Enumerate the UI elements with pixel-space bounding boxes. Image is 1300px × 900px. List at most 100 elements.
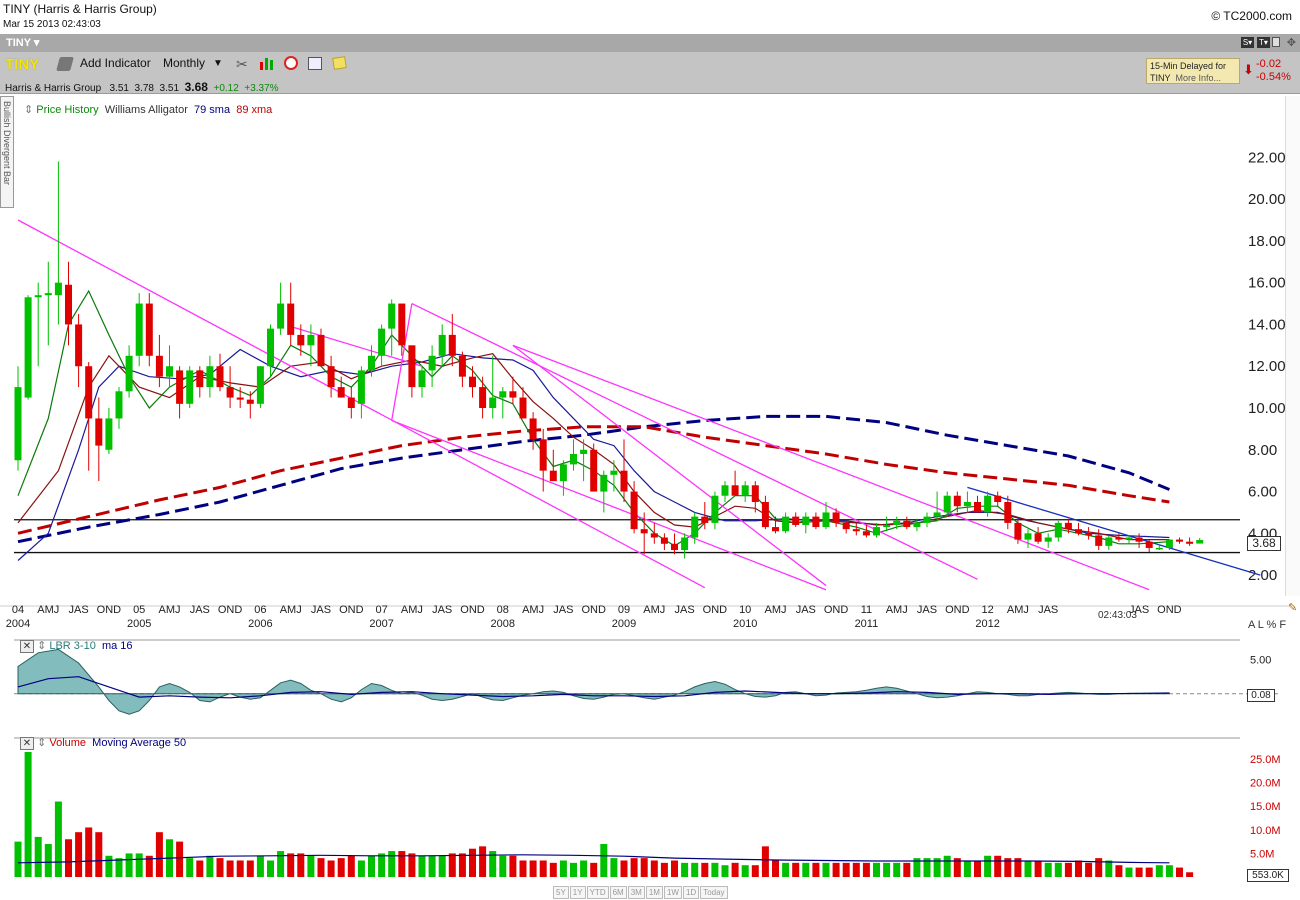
- candle: [943, 491, 951, 517]
- note-icon[interactable]: [332, 56, 347, 70]
- candle-body: [660, 537, 668, 544]
- symbol-tab[interactable]: TINY ▾: [6, 37, 40, 49]
- right-scroll-strip[interactable]: [1285, 96, 1300, 596]
- quote-low: 3.51: [159, 83, 180, 94]
- volume-bar: [529, 860, 537, 877]
- pencil-icon[interactable]: ✎: [1288, 602, 1298, 614]
- candle-body: [802, 516, 810, 525]
- candle: [862, 524, 870, 538]
- candle-body: [327, 366, 335, 388]
- bar-chart-icon[interactable]: [259, 57, 275, 70]
- candle: [681, 533, 689, 559]
- candle-body: [549, 470, 557, 482]
- tools-icon[interactable]: ✂: [236, 56, 248, 72]
- trendline-6: [512, 344, 1150, 591]
- volume-ma50-line: [17, 854, 1170, 864]
- lbr-label[interactable]: LBR 3-10: [49, 640, 96, 652]
- delay-notice[interactable]: 15-Min Delayed for TINY More Info...: [1146, 58, 1240, 84]
- candle-body: [368, 355, 375, 371]
- volume-bar: [479, 846, 487, 877]
- range-button-3m[interactable]: 3M: [627, 886, 645, 899]
- range-button-today[interactable]: Today: [700, 886, 728, 899]
- add-indicator-button[interactable]: Add Indicator: [80, 56, 151, 70]
- lbr-ma16-line: [17, 676, 1170, 699]
- calculator-icon[interactable]: [308, 57, 322, 70]
- range-button-1y[interactable]: 1Y: [569, 886, 586, 899]
- x-tick-label: JAS: [553, 604, 573, 616]
- volume-label[interactable]: Volume: [49, 737, 87, 749]
- volume-bar: [1145, 867, 1153, 877]
- candle: [1196, 537, 1204, 544]
- candle: [135, 293, 143, 367]
- style-s-button[interactable]: S▾: [1241, 37, 1254, 48]
- add-indicator-icon[interactable]: [56, 57, 74, 71]
- candle-body: [489, 397, 497, 408]
- alligator-jaw-line: [17, 348, 1170, 561]
- volume-bar: [812, 862, 820, 877]
- volume-bar: [822, 862, 830, 877]
- pane-move-icon[interactable]: ⇕: [37, 640, 47, 652]
- xma-label[interactable]: 89 xma: [236, 104, 273, 116]
- candle: [1075, 522, 1082, 536]
- range-button-ytd[interactable]: YTD: [586, 886, 609, 899]
- range-button-1d[interactable]: 1D: [682, 886, 700, 899]
- close-icon[interactable]: ✕: [20, 640, 34, 653]
- lbr-ma-label[interactable]: ma 16: [101, 640, 133, 652]
- volume-bar: [1004, 858, 1012, 877]
- volume-bar: [873, 862, 880, 877]
- volume-bar: [398, 851, 406, 877]
- style-t-button[interactable]: T▾: [1257, 37, 1270, 48]
- alarm-clock-icon[interactable]: [284, 56, 298, 70]
- volume-bar: [570, 862, 577, 877]
- candle-body: [115, 391, 123, 419]
- chart-canvas[interactable]: 22.00 20.00 18.00 16.00 14.00 12.00 10.00 8.00 6…: [0, 96, 1300, 886]
- range-button-6m[interactable]: 6M: [609, 886, 627, 899]
- range-button-5y[interactable]: 5Y: [553, 886, 569, 899]
- price-tick-label: 6.00: [1248, 484, 1277, 501]
- scale-mode-buttons[interactable]: A L % F: [1248, 619, 1287, 631]
- candle: [539, 428, 547, 492]
- candle-body: [1095, 535, 1103, 546]
- x-tick-label: JAS: [917, 604, 937, 616]
- volume-ma-label[interactable]: Moving Average 50: [92, 737, 187, 749]
- pane-move-icon[interactable]: ⇕: [24, 104, 34, 116]
- candle-body: [256, 366, 264, 404]
- candle: [44, 261, 52, 346]
- timeframe-select[interactable]: Monthly: [163, 56, 206, 70]
- candle: [1064, 518, 1072, 534]
- window-icon[interactable]: [1272, 37, 1280, 47]
- volume-bar: [297, 853, 305, 877]
- timestamp: Mar 15 2013 02:43:03: [3, 19, 101, 30]
- candle-body: [1044, 537, 1052, 542]
- candle-body: [832, 512, 840, 523]
- price-tick-label: 18.00: [1248, 233, 1286, 250]
- price-history-label[interactable]: Price History: [36, 104, 99, 116]
- candle-body: [701, 516, 709, 523]
- close-icon[interactable]: ✕: [20, 737, 34, 750]
- delayed-change: -0.02 -0.54%: [1256, 58, 1291, 84]
- volume-bar: [1115, 865, 1123, 877]
- x-tick-label: 11: [861, 604, 872, 616]
- x-tick-label: 05: [133, 604, 145, 616]
- more-info-link[interactable]: More Info...: [1175, 73, 1222, 83]
- x-year-label: 2009: [612, 618, 636, 630]
- bullish-divergent-bar-tab[interactable]: Bullish Divergent Bar: [0, 96, 14, 208]
- x-year-label: 2005: [127, 618, 151, 630]
- sma-label[interactable]: 79 sma: [194, 104, 231, 116]
- alligator-label[interactable]: Williams Alligator: [104, 104, 188, 116]
- chevron-down-icon[interactable]: ▼: [213, 58, 223, 69]
- candle: [489, 355, 497, 419]
- move-icon[interactable]: ✥: [1286, 37, 1296, 49]
- range-button-1w[interactable]: 1W: [663, 886, 682, 899]
- volume-bar: [418, 855, 426, 877]
- volume-bar: [277, 851, 285, 877]
- volume-bar: [963, 860, 971, 877]
- candle-body: [923, 516, 931, 523]
- volume-bar: [721, 865, 729, 877]
- candle-body: [155, 355, 163, 377]
- pane-move-icon[interactable]: ⇕: [37, 737, 47, 749]
- candle: [772, 516, 779, 534]
- range-button-1m[interactable]: 1M: [645, 886, 663, 899]
- candle-body: [761, 502, 769, 528]
- ticker-symbol[interactable]: TINY: [5, 56, 40, 73]
